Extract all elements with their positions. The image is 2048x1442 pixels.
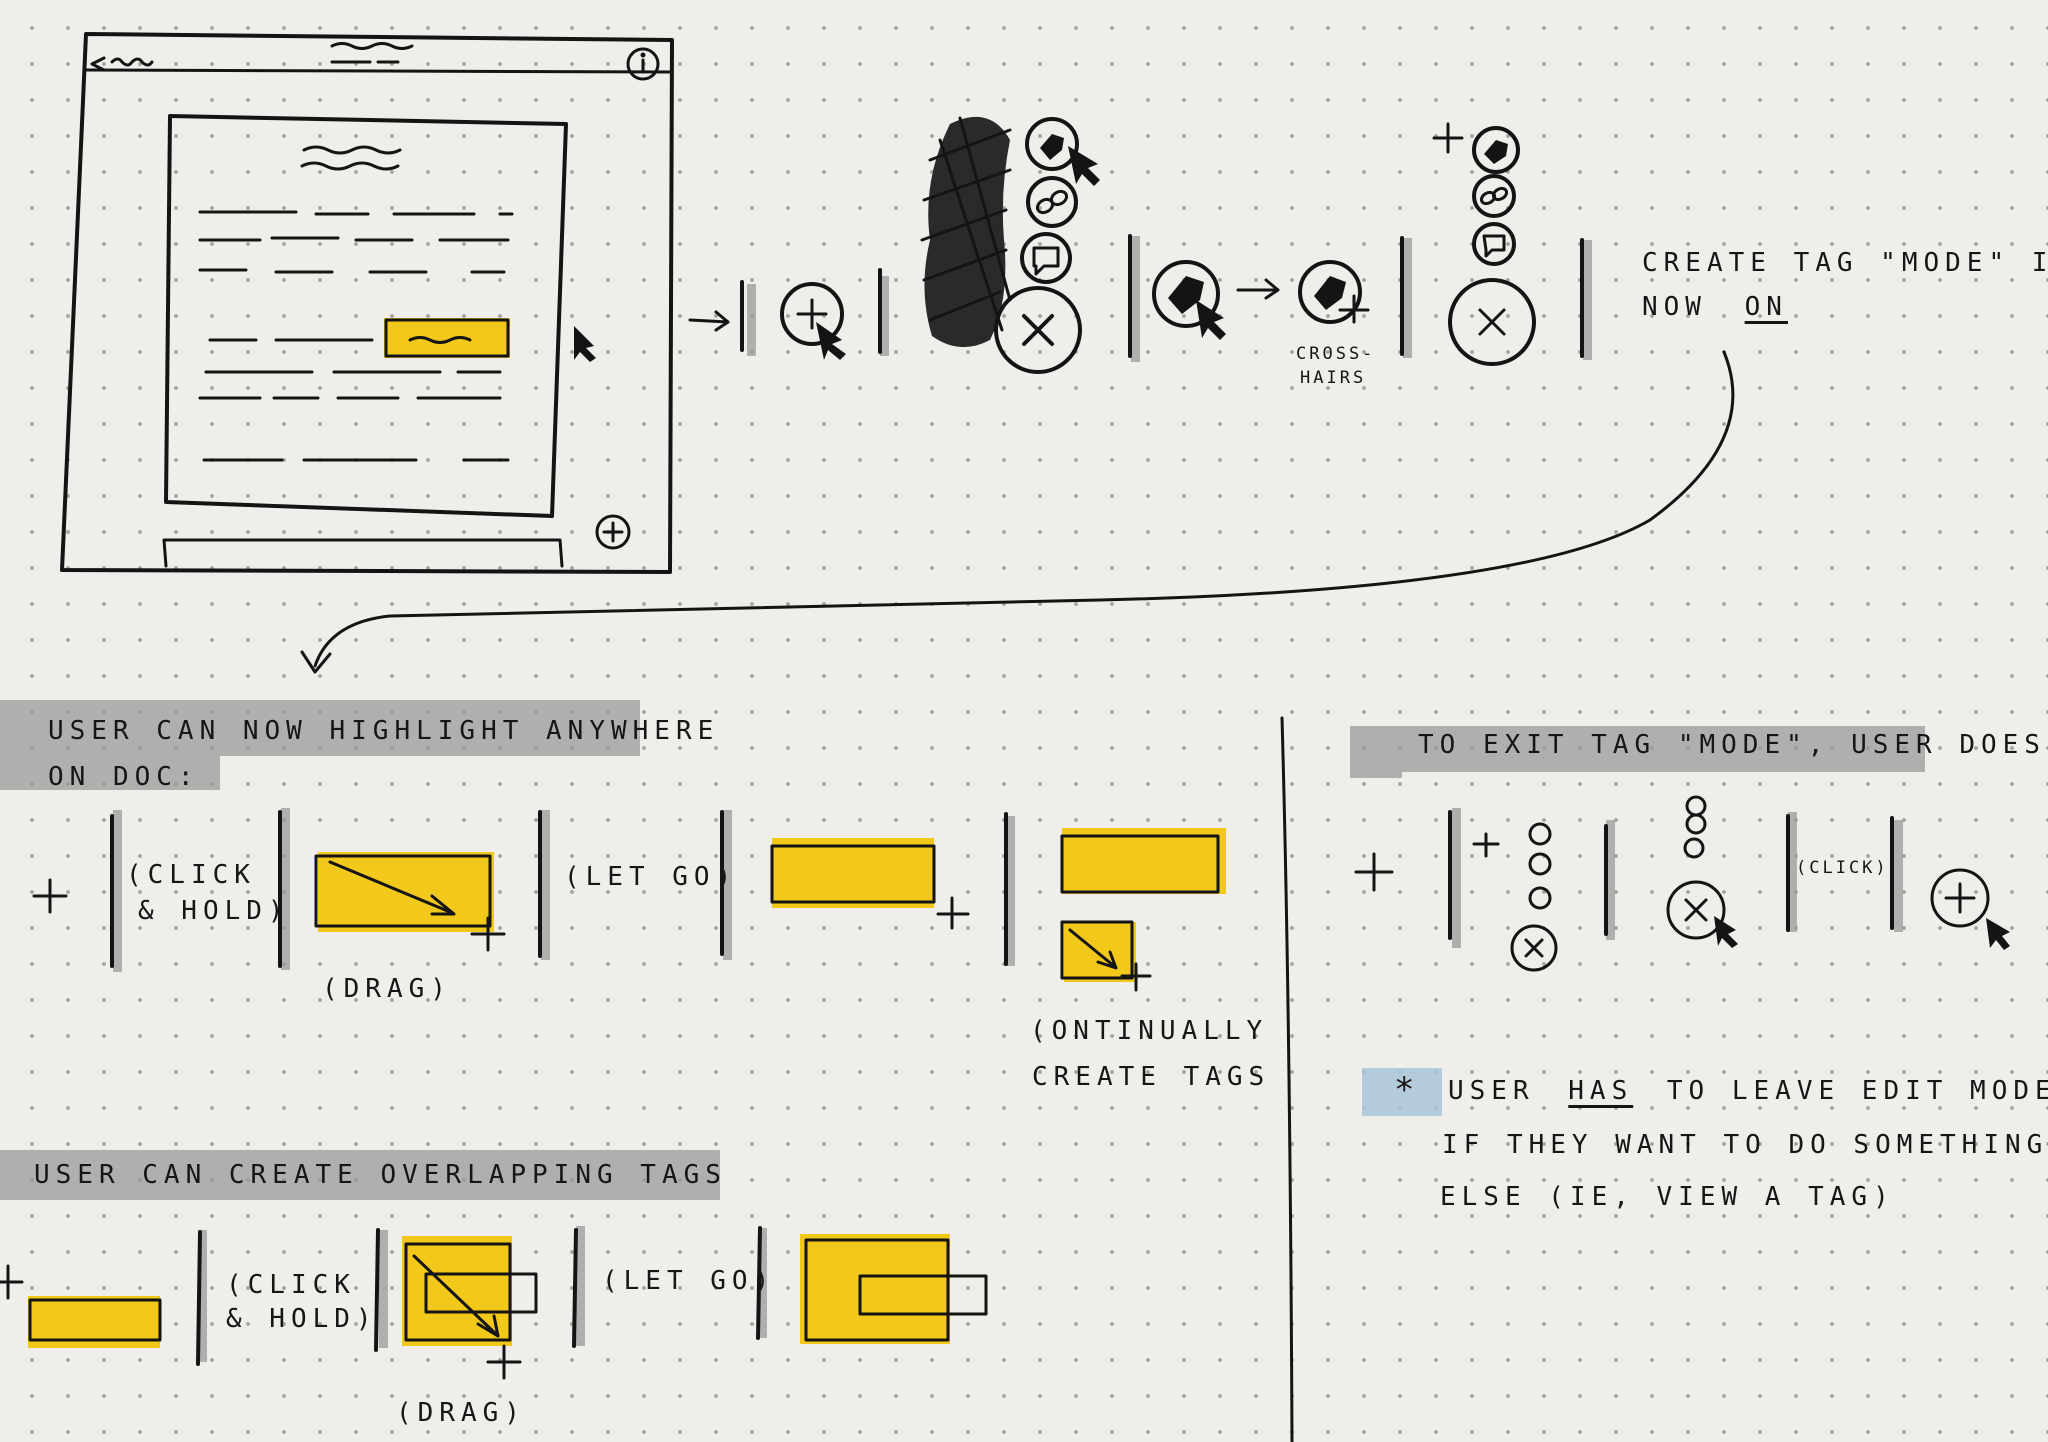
close-circle-icon — [1448, 278, 1536, 366]
highlight-tag — [318, 852, 494, 932]
click-hold-b-2: & HOLD) — [226, 1304, 378, 1334]
highlight-tag — [1064, 922, 1136, 982]
crosshair-icon — [1432, 122, 1464, 154]
click-hold-label-2: & HOLD) — [138, 896, 290, 926]
blue-highlight-mark — [1362, 1068, 1442, 1116]
flow-connector-arrow — [313, 350, 1735, 668]
note-asterisk: * — [1394, 1070, 1421, 1110]
link-icon — [1026, 176, 1078, 228]
highlight-tag — [402, 1236, 512, 1346]
crosshair-icon — [0, 1264, 24, 1300]
click-exit-label: (CLICK) — [1796, 858, 1889, 878]
user-note-post: TO LEAVE EDIT MODE — [1666, 1076, 2048, 1106]
highlight-tag — [1062, 828, 1226, 894]
highlight-tag — [772, 838, 934, 908]
cursor-arrow-icon — [1068, 146, 1100, 186]
grey-marker-strokes — [0, 236, 1925, 1362]
exit-flow — [1354, 795, 2010, 972]
plus-circle-icon — [1930, 868, 1990, 928]
crosshairs-label-1: CROSS- — [1296, 344, 1376, 364]
drag-b-label: (DRAG) — [396, 1398, 526, 1428]
section-title-highlight-1: USER CAN NOW HIGHLIGHT ANYWHERE — [48, 716, 720, 746]
highlight-flow — [32, 810, 1226, 992]
tag-icon — [1298, 260, 1362, 324]
cursor-arrow-icon — [1714, 916, 1738, 948]
crosshairs-label-2: HAIRS — [1300, 368, 1367, 388]
cursor-arrow-icon — [1196, 300, 1226, 340]
user-note-pre: USER — [1448, 1076, 1535, 1106]
overlap-flow — [0, 1226, 988, 1380]
crosshair-icon — [1120, 962, 1152, 992]
mode-note-line2: NOW ON — [1642, 292, 1788, 322]
tag-icon — [1152, 260, 1220, 328]
mode-note-now: NOW — [1642, 292, 1707, 322]
crosshair-icon — [1354, 852, 1394, 892]
fab-flow — [688, 116, 1584, 374]
click-hold-label-1: (CLICK — [126, 860, 256, 890]
plus-circle-icon — [595, 514, 631, 550]
scribbled-area — [920, 116, 1012, 348]
cursor-arrow-icon — [816, 322, 846, 360]
plus-circle-icon — [780, 282, 844, 346]
user-note-has: HAS — [1568, 1076, 1634, 1106]
section-title-exit: TO EXIT TAG "MODE", USER DOES: — [1418, 730, 2048, 760]
user-note-line1: USER HAS TO LEAVE EDIT MODE — [1448, 1076, 2048, 1106]
highlight-tag — [800, 1234, 950, 1344]
column-divider — [1280, 716, 1294, 1442]
tag-icon — [1472, 126, 1520, 174]
crosshair-icon — [486, 1344, 522, 1380]
close-circle-icon — [1510, 924, 1558, 972]
info-icon — [626, 47, 660, 81]
mode-note-line1: CREATE TAG "MODE" IS — [1642, 248, 2048, 278]
link-icon — [1472, 174, 1516, 218]
user-note-line2: IF THEY WANT TO DO SOMETHING — [1442, 1130, 2048, 1160]
drag-label: (DRAG) — [322, 974, 452, 1004]
crosshair-icon — [936, 896, 970, 930]
cursor-arrow-icon — [574, 326, 596, 362]
crosshair-icon — [1338, 294, 1370, 324]
tag-icon — [1025, 117, 1079, 171]
app-wireframe — [60, 32, 674, 574]
continually-label-1: (ONTINUALLY — [1030, 1016, 1269, 1046]
comment-icon — [1020, 232, 1072, 284]
section-title-overlap: USER CAN CREATE OVERLAPPING TAGS — [34, 1160, 727, 1190]
click-hold-b-1: (CLICK — [226, 1270, 356, 1300]
close-circle-icon — [994, 286, 1082, 374]
crosshair-icon — [1472, 832, 1500, 858]
comment-icon — [1472, 222, 1516, 266]
mode-note-on: ON — [1744, 292, 1788, 322]
user-note-line3: ELSE (IE, VIEW A TAG) — [1440, 1182, 1895, 1212]
let-go-label: (LET GO) — [564, 862, 738, 892]
section-title-highlight-2: ON DOC: — [48, 762, 200, 792]
crosshair-icon — [32, 878, 68, 914]
chevron-left-icon — [90, 56, 106, 72]
cursor-arrow-icon — [1986, 918, 2010, 950]
highlighted-text-tag — [384, 318, 510, 358]
crosshair-icon — [470, 916, 506, 952]
continually-label-2: CREATE TAGS — [1032, 1062, 1271, 1092]
let-go-b-label: (LET GO) — [602, 1266, 776, 1296]
close-circle-icon — [1666, 880, 1726, 940]
